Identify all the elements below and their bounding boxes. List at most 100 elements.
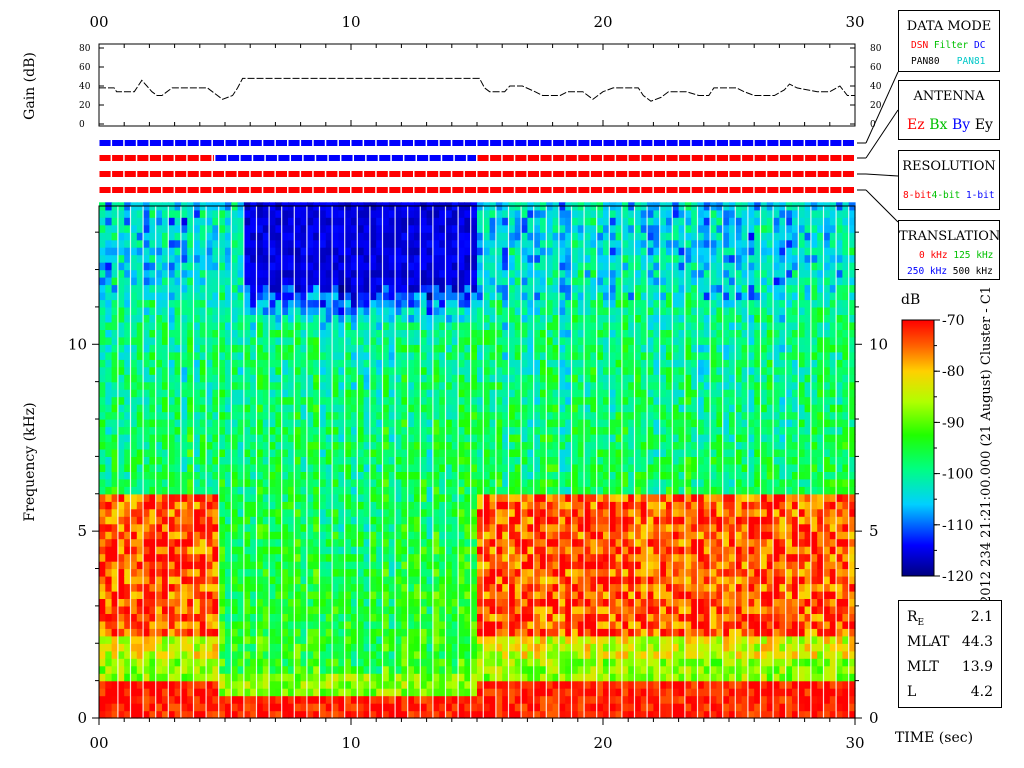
spectrogram-cell (162, 441, 169, 450)
spectrogram-cell (426, 359, 434, 368)
spectrogram-cell (206, 568, 213, 577)
spectrogram-cell (136, 628, 144, 637)
spectrogram-cell (193, 561, 201, 570)
resolution-bar-segment (502, 171, 514, 177)
spectrogram-cell (117, 635, 125, 644)
spectrogram-cell (369, 486, 377, 495)
spectrogram-cell (288, 620, 295, 629)
spectrogram-cell (369, 381, 377, 390)
translation-bar-segment (288, 187, 300, 193)
spectrogram-cell (344, 366, 352, 375)
spectrogram-cell (143, 546, 150, 555)
spectrogram-cell (508, 239, 516, 248)
spectrogram-cell (483, 501, 491, 510)
spectrogram-cell (130, 359, 138, 368)
spectrogram-cell (225, 321, 232, 330)
spectrogram-cell (111, 628, 119, 637)
spectrogram-cell (388, 434, 396, 443)
spectrogram-cell (180, 419, 188, 428)
spectrogram-cell (162, 209, 169, 218)
spectrogram-cell (464, 680, 472, 689)
spectrogram-cell (117, 389, 125, 398)
spectrogram-cell (168, 658, 176, 667)
spectrogram-cell (521, 561, 528, 570)
spectrogram-cell (432, 605, 440, 614)
spectrogram-cell (388, 546, 396, 555)
spectrogram-cell (445, 620, 453, 629)
spectrogram-cell (262, 426, 270, 435)
spectrogram-cell (357, 553, 365, 562)
spectrogram-cell (395, 583, 402, 592)
spectrogram-cell (401, 396, 409, 405)
spectrogram-cell (275, 598, 283, 607)
spectrogram-cell (445, 359, 453, 368)
spectrogram-cell (130, 463, 138, 472)
spectrogram-cell (502, 284, 510, 293)
spectrogram-cell (136, 531, 144, 540)
spectrogram-cell (275, 381, 283, 390)
spectrogram-cell (351, 501, 358, 510)
spectrogram-cell (193, 486, 201, 495)
spectrogram-cell (376, 568, 384, 577)
spectrogram-cell (193, 277, 201, 286)
spectrogram-cell (388, 576, 396, 585)
spectrogram-cell (325, 463, 333, 472)
spectrogram-cell (414, 553, 421, 562)
spectrogram-cell (495, 441, 503, 450)
spectrogram-cell (426, 643, 434, 652)
spectrogram-cell (514, 665, 522, 674)
spectrogram-cell (344, 628, 352, 637)
spectrogram-cell (300, 456, 308, 465)
spectrogram-cell (199, 501, 207, 510)
spectrogram-cell (225, 493, 232, 502)
spectrogram-cell (225, 329, 232, 338)
spectrogram-cell (432, 643, 440, 652)
spectrogram-cell (369, 576, 377, 585)
spectrogram-cell (281, 605, 289, 614)
spectrogram-cell (388, 680, 396, 689)
spectrogram-cell (294, 426, 302, 435)
spectrogram-cell (117, 463, 125, 472)
spectrogram-cell (300, 590, 308, 599)
spectrogram-cell (351, 486, 358, 495)
spectrogram-cell (332, 209, 339, 218)
spectrogram-cell (149, 561, 157, 570)
antenna-bar-segment (578, 155, 590, 161)
spectrogram-cell (174, 232, 182, 241)
spectrogram-cell (294, 351, 302, 360)
spectrogram-cell (426, 508, 434, 517)
spectrogram-cell (489, 247, 497, 256)
spectrogram-cell (124, 546, 132, 555)
spectrogram-cell (288, 344, 295, 353)
spectrogram-cell (187, 374, 195, 383)
spectrogram-cell (338, 523, 346, 532)
spectrogram-cell (477, 643, 484, 652)
spectrogram-cell (155, 239, 163, 248)
spectrogram-cell (325, 351, 333, 360)
spectrogram-cell (231, 306, 239, 315)
spectrogram-cell (357, 366, 365, 375)
spectrogram-cell (281, 516, 289, 525)
spectrogram-cell (250, 486, 258, 495)
spectrogram-cell (162, 217, 169, 226)
spectrogram-cell (420, 628, 428, 637)
spectrogram-cell (514, 568, 522, 577)
spectrogram-cell (256, 471, 264, 480)
spectrogram-cell (117, 650, 125, 659)
spectrogram-cell (445, 463, 453, 472)
spectrogram-cell (470, 209, 478, 218)
spectrogram-cell (313, 321, 321, 330)
spectrogram-cell (243, 404, 251, 413)
spectrogram-cell (105, 620, 113, 629)
spectrogram-cell (275, 292, 283, 301)
spectrogram-cell (351, 306, 358, 315)
spectrogram-cell (489, 703, 497, 712)
spectrogram-cell (199, 673, 207, 682)
resolution-bar-segment (338, 171, 350, 177)
spectrogram-cell (477, 209, 484, 218)
spectrogram-cell (124, 568, 132, 577)
spectrogram-cell (105, 568, 113, 577)
spectrogram-cell (212, 269, 220, 278)
